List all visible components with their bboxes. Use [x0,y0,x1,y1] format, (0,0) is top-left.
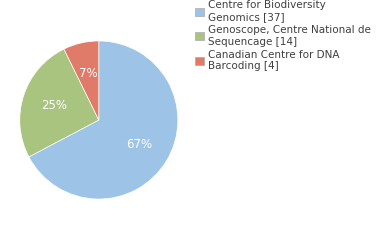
Legend: Centre for Biodiversity
Genomics [37], Genoscope, Centre National de
Sequencage : Centre for Biodiversity Genomics [37], G… [195,0,370,72]
Wedge shape [29,41,178,199]
Text: 67%: 67% [126,138,152,151]
Wedge shape [64,41,99,120]
Wedge shape [20,49,99,157]
Text: 25%: 25% [41,99,67,112]
Text: 7%: 7% [79,67,97,80]
